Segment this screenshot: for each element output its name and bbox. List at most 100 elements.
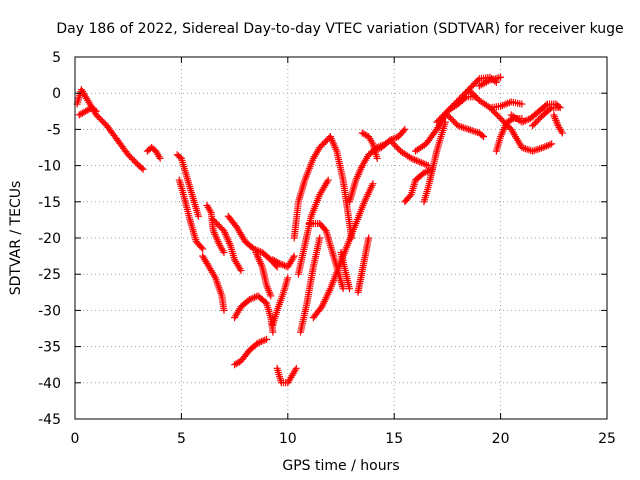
data-point	[254, 339, 262, 347]
data-point	[324, 176, 332, 184]
x-tick-label: 15	[385, 431, 403, 447]
data-point	[471, 92, 479, 100]
data-point	[554, 104, 562, 112]
x-tick-labels: 0 5 10 15 20 25	[71, 431, 616, 447]
data-point	[546, 105, 554, 113]
x-tick-label: 25	[598, 431, 616, 447]
data-point	[546, 141, 554, 149]
data-point	[389, 139, 397, 147]
data-point	[126, 152, 134, 160]
axis-ticks	[74, 56, 608, 420]
data-point	[256, 338, 264, 346]
data-point	[469, 81, 477, 89]
data-point	[322, 137, 330, 145]
y-axis-label: SDTVAR / TECUs	[8, 181, 24, 296]
data-point	[127, 154, 135, 162]
data-point	[449, 117, 457, 125]
data-point	[497, 73, 505, 81]
data-point	[416, 158, 424, 166]
data-point	[346, 285, 354, 293]
data-point	[316, 144, 324, 151]
data-point	[478, 131, 486, 139]
data-point	[414, 157, 422, 165]
data-point	[466, 126, 474, 134]
data-point	[401, 125, 409, 133]
data-point	[400, 127, 408, 135]
data-point	[348, 234, 356, 242]
data-point	[215, 222, 223, 230]
y-tick-label: -20	[38, 231, 61, 247]
y-tick-label: -10	[38, 159, 61, 175]
data-point	[391, 134, 399, 142]
data-point	[321, 225, 329, 233]
data-point	[491, 108, 499, 116]
data-point	[407, 154, 415, 162]
data-point	[548, 140, 556, 148]
data-point	[463, 125, 471, 133]
chart-title: Day 186 of 2022, Sidereal Day-to-day VTE…	[56, 21, 623, 37]
data-point	[217, 224, 225, 232]
data-point	[465, 86, 473, 94]
data-point	[284, 274, 292, 282]
x-tick-label: 10	[279, 431, 297, 447]
data-point	[532, 119, 540, 127]
data-point	[261, 336, 269, 344]
data-point	[194, 212, 202, 220]
data-point	[472, 93, 480, 101]
y-tick-label: -15	[38, 195, 61, 211]
data-point	[290, 252, 298, 260]
data-point	[269, 328, 277, 336]
data-point	[445, 112, 453, 120]
data-point	[518, 100, 526, 108]
data-point	[94, 112, 102, 120]
data-point	[92, 107, 100, 115]
data-point	[521, 117, 529, 125]
data-point	[439, 112, 447, 120]
data-point	[419, 159, 427, 167]
data-point	[530, 147, 538, 155]
data-point	[361, 131, 369, 139]
data-point	[91, 106, 99, 114]
data-point	[212, 219, 220, 227]
data-point	[536, 114, 544, 122]
data-point	[535, 116, 543, 124]
data-point	[523, 145, 531, 153]
y-tick-label: -45	[38, 412, 61, 428]
data-point	[520, 117, 528, 125]
data-point	[417, 159, 425, 167]
data-point	[199, 245, 207, 253]
data-point	[279, 261, 287, 269]
data-point	[411, 156, 419, 164]
data-point	[249, 294, 257, 302]
data-point	[530, 120, 538, 128]
data-point	[539, 144, 547, 151]
data-point	[156, 154, 164, 162]
data-point	[469, 90, 477, 98]
data-point	[465, 125, 473, 133]
data-point	[468, 82, 476, 90]
y-tick-labels: 5 0 -5 -10 -15 -20 -25 -30 -35 -40 -45	[38, 50, 61, 428]
data-point	[317, 142, 325, 150]
data-point	[489, 107, 497, 115]
data-point	[468, 89, 476, 97]
grid-lines	[75, 57, 607, 419]
data-point	[558, 129, 566, 137]
data-point	[474, 76, 482, 84]
data-point	[532, 146, 540, 154]
data-point	[533, 117, 541, 125]
y-tick-label: -30	[38, 303, 61, 319]
data-point	[541, 143, 549, 151]
data-point	[412, 157, 420, 165]
data-point	[95, 114, 103, 122]
data-point	[523, 116, 531, 124]
data-point	[472, 78, 480, 86]
data-point	[433, 118, 441, 126]
data-point	[197, 243, 205, 251]
data-point	[247, 295, 255, 303]
y-tick-label: 0	[52, 86, 61, 102]
data-point	[214, 221, 222, 229]
data-point	[543, 142, 551, 150]
data-point	[498, 116, 506, 124]
data-point	[542, 101, 550, 109]
